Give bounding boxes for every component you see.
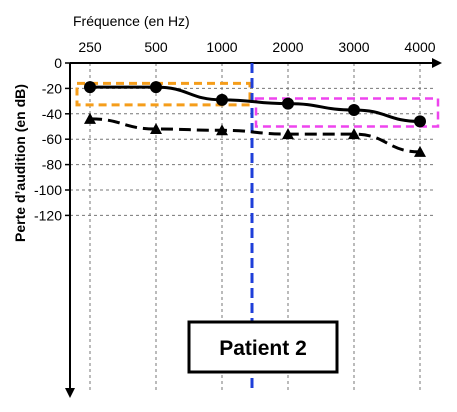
y-tick-label: -60 xyxy=(42,131,62,147)
series-2-line xyxy=(89,117,421,154)
x-tick-label: 500 xyxy=(144,39,168,55)
x-tick-label: 250 xyxy=(78,39,102,55)
y-axis-title: Perte d’audition (en dB) xyxy=(12,84,28,242)
series-2-point xyxy=(84,112,96,124)
y-tick-label: -100 xyxy=(34,182,62,198)
y-axis-arrow xyxy=(65,388,75,398)
y-tick-label: 0 xyxy=(54,55,62,71)
series-2-point xyxy=(150,123,162,135)
series-1-point xyxy=(216,93,228,106)
series-2-point xyxy=(348,128,360,140)
magenta-dashed-box xyxy=(254,97,440,128)
x-tick-label: 4000 xyxy=(404,39,435,55)
x-axis-title: Fréquence (en Hz) xyxy=(73,13,190,29)
patient-label-box xyxy=(187,320,339,374)
series-2-point xyxy=(216,124,228,136)
x-tick-label: 3000 xyxy=(338,39,369,55)
series-1-point xyxy=(282,97,294,110)
data-series xyxy=(84,81,426,157)
y-tick-label: -40 xyxy=(42,106,62,122)
y-tick-label: -120 xyxy=(34,207,62,223)
y-tick-label: -80 xyxy=(42,157,62,173)
series-2-point xyxy=(414,145,426,157)
series-1-line xyxy=(90,85,421,123)
series-2-point xyxy=(282,128,294,140)
series-1-point xyxy=(84,81,96,94)
y-tick-label: -20 xyxy=(42,80,62,96)
x-axis-arrow xyxy=(432,58,442,68)
x-tick-label: 2000 xyxy=(272,39,303,55)
series-1-point xyxy=(414,115,426,128)
x-tick-labels: 250 500 1000 2000 3000 4000 xyxy=(78,39,435,55)
orange-dashed-box xyxy=(75,81,252,107)
x-tick-label: 1000 xyxy=(206,39,237,55)
patient-label: Patient 2 xyxy=(219,337,307,360)
series-1-point xyxy=(348,103,360,116)
series-1-point xyxy=(150,81,162,94)
y-tick-labels: 0 -20 -40 -60 -80 -100 -120 xyxy=(34,55,62,223)
